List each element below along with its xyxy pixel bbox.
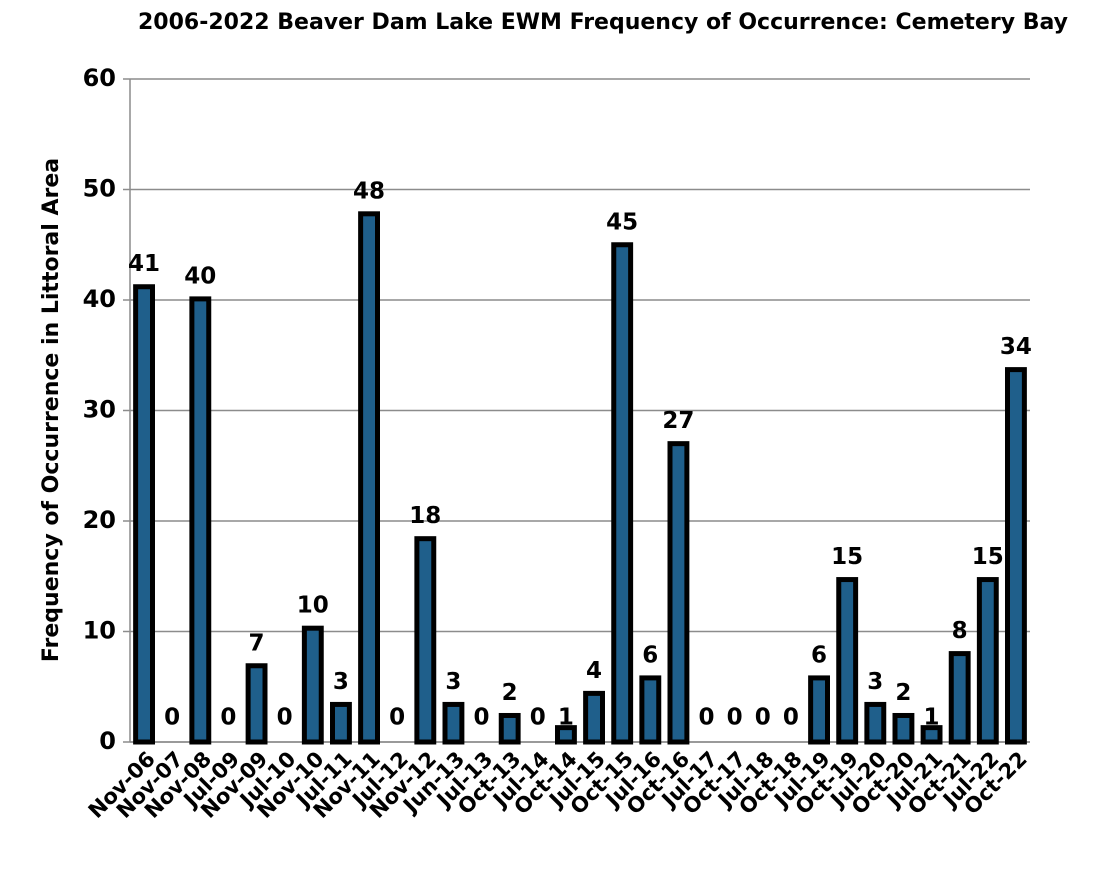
- bar: [667, 441, 690, 745]
- bar: [442, 701, 465, 745]
- value-label: 0: [699, 705, 715, 731]
- y-axis-label: Frequency of Occurrence in Littoral Area: [39, 158, 64, 662]
- value-label: 6: [811, 642, 827, 668]
- bar: [920, 725, 943, 745]
- bar: [301, 625, 324, 745]
- value-label: 0: [389, 705, 405, 731]
- bar: [555, 725, 577, 745]
- value-label: 0: [530, 705, 546, 731]
- bar: [498, 712, 521, 745]
- value-label: 3: [867, 669, 883, 695]
- value-label: 0: [727, 705, 743, 731]
- value-label: 27: [662, 408, 694, 434]
- y-tick-label: 30: [83, 396, 116, 424]
- value-label: 2: [895, 680, 911, 706]
- y-tick-label: 50: [83, 175, 116, 203]
- bar: [976, 577, 999, 745]
- value-label: 8: [952, 618, 968, 644]
- y-tick-label: 20: [83, 506, 116, 534]
- value-label: 3: [333, 669, 349, 695]
- bar: [414, 536, 437, 745]
- y-tick-label: 40: [83, 285, 116, 313]
- value-label: 45: [606, 209, 638, 235]
- value-label: 10: [297, 593, 329, 619]
- value-label: 3: [445, 669, 461, 695]
- value-label: 6: [642, 642, 658, 668]
- y-tick-label: 10: [83, 617, 116, 645]
- value-label: 48: [353, 178, 385, 204]
- value-label: 0: [755, 705, 771, 731]
- bar: [583, 690, 605, 745]
- value-label: 0: [277, 705, 293, 731]
- value-label: 40: [184, 263, 216, 289]
- value-label: 15: [972, 544, 1004, 570]
- value-label: 41: [128, 251, 160, 277]
- value-label: 15: [831, 544, 863, 570]
- value-label: 0: [474, 705, 490, 731]
- value-label: 2: [502, 680, 518, 706]
- bar: [836, 577, 859, 745]
- value-label: 0: [783, 705, 799, 731]
- value-label: 4: [586, 658, 602, 684]
- bar: [864, 701, 887, 745]
- bar: [358, 211, 380, 745]
- value-label: 18: [409, 503, 441, 529]
- bar: [245, 663, 268, 745]
- value-label: 34: [1000, 334, 1032, 360]
- bar: [1005, 367, 1027, 745]
- chart-title: 2006-2022 Beaver Dam Lake EWM Frequency …: [138, 10, 1068, 35]
- bar: [808, 675, 830, 745]
- value-label: 1: [558, 705, 574, 731]
- y-tick-label: 0: [99, 727, 116, 755]
- bar: [189, 296, 212, 745]
- bar: [639, 675, 662, 745]
- bar: [948, 651, 971, 745]
- value-label: 1: [924, 705, 940, 731]
- value-label: 0: [220, 705, 236, 731]
- bar: [133, 284, 155, 745]
- bar: [330, 701, 352, 745]
- bar: [611, 242, 634, 745]
- y-tick-label: 60: [83, 64, 116, 92]
- value-label: 0: [164, 705, 180, 731]
- value-label: 7: [249, 630, 265, 656]
- bar: [892, 712, 915, 745]
